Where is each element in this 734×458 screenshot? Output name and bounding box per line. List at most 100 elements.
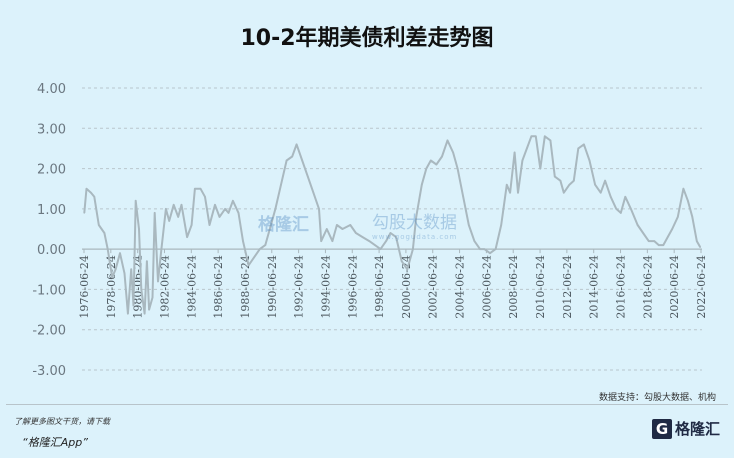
data-point bbox=[123, 272, 126, 275]
data-point bbox=[699, 246, 701, 248]
data-point bbox=[160, 248, 163, 250]
x-tick-label: 1986-06-24 bbox=[212, 255, 225, 318]
data-point bbox=[505, 183, 508, 186]
data-point bbox=[119, 252, 121, 254]
logo-g-icon: G bbox=[651, 418, 672, 439]
data-point bbox=[368, 240, 371, 242]
data-point bbox=[341, 228, 344, 230]
data-point bbox=[374, 244, 376, 246]
data-point bbox=[194, 187, 196, 190]
data-point bbox=[103, 232, 106, 234]
data-point bbox=[90, 191, 92, 194]
x-tick-label: 2012-06-24 bbox=[561, 255, 574, 318]
data-point bbox=[242, 240, 244, 242]
data-point bbox=[549, 139, 552, 142]
data-point bbox=[452, 151, 454, 154]
data-point bbox=[190, 224, 193, 226]
data-point bbox=[157, 280, 159, 283]
data-point bbox=[554, 175, 556, 178]
data-point bbox=[186, 236, 188, 238]
chart-title: 10-2年期美债利差走势图 bbox=[240, 26, 494, 51]
data-point bbox=[636, 224, 639, 226]
data-source: 数据支持：勾股大数据、机构 bbox=[598, 393, 716, 403]
data-point bbox=[204, 195, 206, 198]
data-point bbox=[559, 179, 562, 182]
data-point bbox=[106, 248, 109, 250]
data-point bbox=[385, 240, 387, 242]
x-tick-label: 1994-06-24 bbox=[319, 255, 332, 318]
data-point bbox=[361, 236, 364, 238]
data-point bbox=[435, 163, 438, 166]
x-tick-label: 1990-06-24 bbox=[266, 255, 279, 318]
data-point bbox=[446, 139, 449, 142]
data-point bbox=[562, 191, 565, 194]
y-tick-label: 3.00 bbox=[37, 122, 66, 137]
x-tick-label: 2004-06-24 bbox=[454, 255, 467, 318]
data-point bbox=[479, 248, 481, 250]
data-point bbox=[441, 155, 443, 158]
data-point bbox=[301, 159, 304, 162]
data-point bbox=[291, 155, 293, 158]
data-point bbox=[312, 191, 315, 194]
data-point bbox=[676, 216, 679, 218]
data-point bbox=[85, 187, 88, 190]
data-point bbox=[594, 183, 596, 186]
data-point bbox=[93, 195, 96, 198]
data-point bbox=[467, 224, 470, 226]
data-point bbox=[138, 228, 140, 230]
data-point bbox=[114, 268, 117, 271]
data-point bbox=[588, 159, 591, 162]
y-tick-label: -2.00 bbox=[32, 324, 66, 339]
data-point bbox=[412, 248, 414, 250]
data-point bbox=[253, 256, 255, 259]
x-tick-label: 1984-06-24 bbox=[185, 255, 198, 318]
data-point bbox=[389, 232, 392, 234]
data-point bbox=[609, 195, 612, 198]
data-point bbox=[619, 212, 622, 214]
data-point bbox=[543, 135, 546, 138]
data-point bbox=[140, 288, 143, 291]
data-point bbox=[462, 195, 464, 198]
data-point bbox=[687, 200, 689, 202]
data-point bbox=[509, 191, 511, 194]
data-point bbox=[604, 179, 606, 182]
data-point bbox=[214, 204, 216, 206]
data-point bbox=[232, 200, 234, 202]
brand-logo: G 格隆汇 bbox=[651, 418, 720, 439]
data-point bbox=[127, 312, 129, 315]
data-point bbox=[111, 276, 114, 279]
data-point bbox=[573, 179, 575, 182]
data-point bbox=[143, 312, 146, 315]
data-point bbox=[264, 244, 267, 246]
data-point bbox=[489, 252, 491, 254]
data-point bbox=[415, 216, 418, 218]
data-point bbox=[400, 260, 403, 263]
y-tick-label: 2.00 bbox=[37, 163, 66, 178]
data-point bbox=[130, 268, 133, 271]
x-tick-label: 2018-06-24 bbox=[641, 255, 654, 318]
data-point bbox=[247, 264, 250, 267]
data-point bbox=[148, 308, 150, 311]
data-point bbox=[671, 228, 674, 230]
data-point bbox=[624, 195, 627, 198]
data-point bbox=[662, 244, 665, 246]
x-tick-label: 2010-06-24 bbox=[534, 255, 547, 318]
data-point bbox=[696, 240, 698, 242]
data-point bbox=[326, 228, 328, 230]
data-point bbox=[500, 224, 502, 226]
data-point bbox=[83, 212, 86, 214]
data-point bbox=[630, 208, 632, 210]
x-tick-label: 1988-06-24 bbox=[239, 255, 252, 318]
data-point bbox=[530, 135, 533, 138]
data-point bbox=[425, 167, 428, 170]
data-point bbox=[483, 248, 486, 250]
x-tick-label: 1976-06-24 bbox=[78, 255, 91, 318]
data-point bbox=[320, 240, 323, 242]
data-point bbox=[153, 212, 156, 214]
data-point bbox=[224, 208, 226, 210]
x-tick-label: 2002-06-24 bbox=[427, 255, 440, 318]
data-point bbox=[577, 147, 580, 150]
data-point bbox=[280, 183, 282, 186]
data-point bbox=[307, 175, 309, 178]
data-point bbox=[199, 187, 202, 190]
